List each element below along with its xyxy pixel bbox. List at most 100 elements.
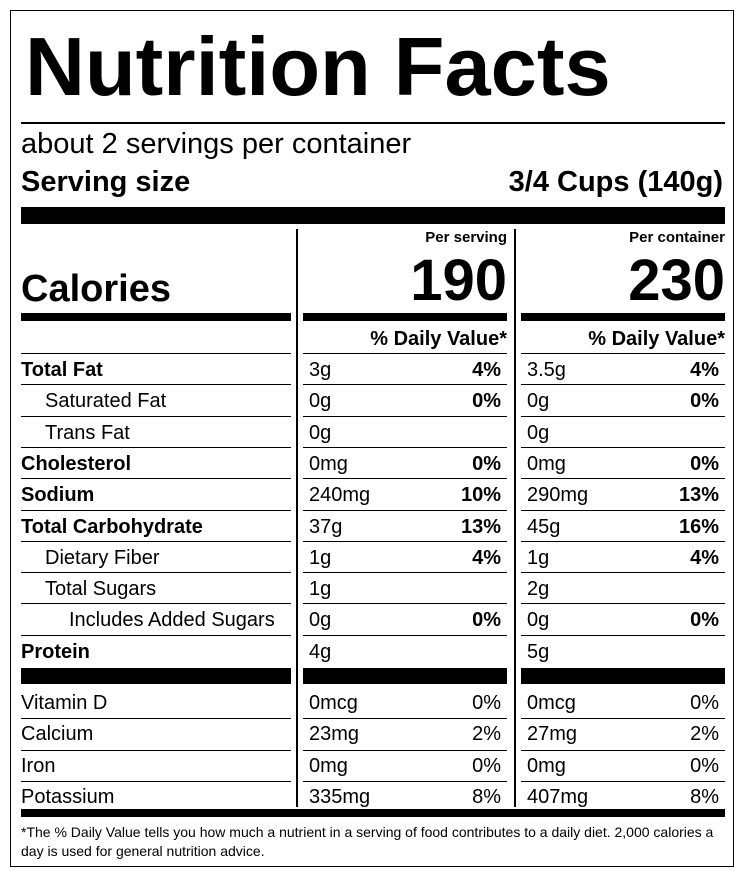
row-rule-label [21, 540, 291, 542]
nutrient-amount-serving: 0g [309, 390, 332, 413]
nutrient-amount-serving: 240mg [309, 484, 371, 507]
nutrient-amount-container: 0g [527, 390, 550, 413]
nutrient-name: Dietary Fiber [45, 546, 160, 569]
row-rule-col2 [521, 353, 725, 354]
nutrient-amount-container: 0g [527, 609, 550, 632]
calories-per-serving: 190 [410, 248, 507, 313]
footnote-rule [21, 809, 725, 817]
nutrient-amount-serving: 1g [309, 578, 332, 601]
nutrient-amount-container: 290mg [527, 484, 589, 507]
row-rule-col2 [521, 446, 725, 448]
nutrient-name: Includes Added Sugars [69, 609, 275, 632]
vitamin-dv-container: 0% [690, 754, 719, 777]
nutrient-dv-serving: 4% [472, 359, 501, 381]
row-rule-label [21, 384, 291, 386]
row-rule-col2 [521, 603, 725, 605]
nutrition-label: Nutrition Facts about 2 servings per con… [10, 10, 734, 867]
calories-per-container: 230 [628, 248, 725, 313]
nutrient-name: Trans Fat [45, 421, 130, 444]
nutrient-amount-serving: 0g [309, 609, 332, 632]
row-rule-label [21, 446, 291, 448]
nutrient-amount-serving: 0g [309, 421, 332, 444]
nutrient-name: Protein [21, 640, 90, 663]
nutrient-dv-serving: 0% [472, 609, 501, 632]
row-rule-col1 [303, 540, 507, 542]
vitamin-dv-container: 8% [690, 785, 719, 808]
vitamin-dv-container: 0% [690, 692, 719, 714]
vitamins-rule-col2 [521, 668, 725, 684]
nutrient-dv-container: 13% [678, 484, 719, 507]
nutrient-amount-serving: 0mg [309, 452, 348, 475]
vit-rule-label [21, 718, 291, 720]
nutrient-dv-serving: 10% [460, 484, 501, 507]
dv-heading-col2: % Daily Value* [588, 328, 725, 350]
vitamins-rule-col1 [303, 668, 507, 684]
column-divider-2 [514, 229, 516, 807]
nutrient-amount-container: 0g [527, 421, 550, 444]
nutrient-dv-serving: 13% [460, 515, 501, 538]
vit-rule-col2 [521, 780, 725, 782]
row-rule-col1 [303, 478, 507, 480]
vitamin-amount-container: 0mg [527, 754, 566, 777]
title-rule [21, 122, 725, 124]
row-rule-col2 [521, 478, 725, 480]
vitamin-dv-serving: 2% [472, 723, 501, 746]
calories-rule-col2 [521, 313, 725, 321]
footnote: *The % Daily Value tells you how much a … [21, 824, 714, 859]
nutrient-name: Total Sugars [45, 578, 157, 601]
calories-rule-label [21, 313, 291, 321]
row-rule-col2 [521, 509, 725, 511]
vitamin-name: Calcium [21, 723, 94, 746]
vit-rule-label [21, 780, 291, 782]
vitamin-amount-serving: 23mg [309, 723, 360, 746]
vitamin-name: Potassium [21, 785, 115, 808]
row-rule-col1 [303, 509, 507, 511]
nutrient-name: Sodium [21, 484, 95, 507]
dv-heading-col1: % Daily Value* [370, 328, 507, 350]
column-divider-1 [296, 229, 298, 807]
vitamins-rule-label [21, 668, 291, 684]
calories-rule-col1 [303, 313, 507, 321]
nutrient-dv-container: 16% [678, 515, 719, 538]
vitamin-dv-container: 2% [690, 723, 719, 746]
vitamin-amount-container: 27mg [527, 723, 578, 746]
nutrient-amount-container: 1g [527, 546, 550, 569]
col-heading-per-serving: Per serving [425, 229, 507, 246]
row-rule-col1 [303, 634, 507, 636]
nutrient-amount-container: 45g [527, 515, 561, 538]
label-title: Nutrition Facts [25, 20, 611, 113]
vit-rule-label [21, 749, 291, 751]
nutrient-dv-serving: 0% [472, 390, 501, 413]
vitamin-amount-serving: 0mcg [309, 692, 358, 714]
row-rule-col1 [303, 353, 507, 354]
row-rule-col1 [303, 446, 507, 448]
vitamin-name: Vitamin D [21, 692, 108, 714]
nutrient-amount-serving: 37g [309, 515, 343, 538]
nutrient-name: Total Carbohydrate [21, 515, 203, 538]
row-rule-label [21, 415, 291, 417]
vitamin-dv-serving: 0% [472, 692, 501, 714]
vitamin-dv-serving: 8% [472, 785, 501, 808]
nutrient-dv-container: 0% [690, 390, 719, 413]
nutrient-dv-serving: 4% [472, 546, 501, 569]
row-rule-label [21, 478, 291, 480]
nutrient-dv-container: 4% [690, 546, 719, 569]
nutrient-amount-container: 5g [527, 640, 550, 663]
row-rule-label [21, 509, 291, 511]
row-rule-col1 [303, 415, 507, 417]
vit-rule-col2 [521, 749, 725, 751]
row-rule-col1 [303, 603, 507, 605]
row-rule-col2 [521, 572, 725, 574]
servings-per-container: about 2 servings per container [21, 128, 412, 160]
vit-rule-col1 [303, 749, 507, 751]
vitamin-amount-container: 0mcg [527, 692, 576, 714]
vit-rule-col2 [521, 718, 725, 720]
row-rule-label [21, 353, 291, 354]
vitamin-amount-container: 407mg [527, 785, 589, 808]
nutrient-dv-container: 4% [690, 359, 719, 381]
vit-rule-col1 [303, 780, 507, 782]
row-rule-label [21, 603, 291, 605]
row-rule-col2 [521, 540, 725, 542]
nutrient-dv-container: 0% [690, 452, 719, 475]
row-rule-label [21, 634, 291, 636]
